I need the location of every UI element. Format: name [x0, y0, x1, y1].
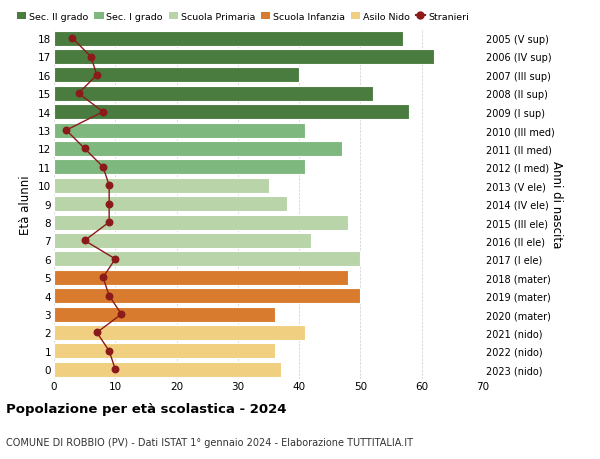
Bar [54, 252, 361, 267]
Y-axis label: Età alunni: Età alunni [19, 174, 32, 234]
Text: Popolazione per età scolastica - 2024: Popolazione per età scolastica - 2024 [6, 403, 287, 415]
Point [104, 347, 114, 355]
Legend: Sec. II grado, Sec. I grado, Scuola Primaria, Scuola Infanzia, Asilo Nido, Stran: Sec. II grado, Sec. I grado, Scuola Prim… [17, 12, 469, 22]
Point [98, 164, 108, 171]
Point [104, 292, 114, 300]
Point [61, 127, 71, 134]
Point [92, 329, 102, 336]
Bar [54, 50, 434, 65]
Point [110, 256, 120, 263]
Point [68, 35, 77, 43]
Y-axis label: Anni di nascita: Anni di nascita [550, 161, 563, 248]
Point [80, 146, 89, 153]
Bar [54, 179, 269, 193]
Bar [54, 105, 409, 120]
Point [86, 54, 95, 61]
Bar [54, 142, 342, 157]
Bar [54, 123, 305, 138]
Bar [54, 289, 361, 303]
Bar [54, 307, 275, 322]
Bar [54, 362, 281, 377]
Point [116, 311, 126, 318]
Bar [54, 270, 348, 285]
Point [98, 274, 108, 281]
Bar [54, 344, 275, 358]
Point [74, 90, 83, 98]
Bar [54, 68, 299, 83]
Point [104, 182, 114, 190]
Bar [54, 197, 287, 212]
Bar [54, 87, 373, 101]
Bar [54, 160, 305, 175]
Point [92, 72, 102, 79]
Bar [54, 325, 305, 340]
Bar [54, 32, 403, 46]
Point [80, 237, 89, 245]
Point [104, 201, 114, 208]
Point [110, 366, 120, 373]
Point [104, 219, 114, 226]
Text: COMUNE DI ROBBIO (PV) - Dati ISTAT 1° gennaio 2024 - Elaborazione TUTTITALIA.IT: COMUNE DI ROBBIO (PV) - Dati ISTAT 1° ge… [6, 437, 413, 448]
Bar [54, 234, 311, 248]
Bar [54, 215, 348, 230]
Point [98, 109, 108, 116]
